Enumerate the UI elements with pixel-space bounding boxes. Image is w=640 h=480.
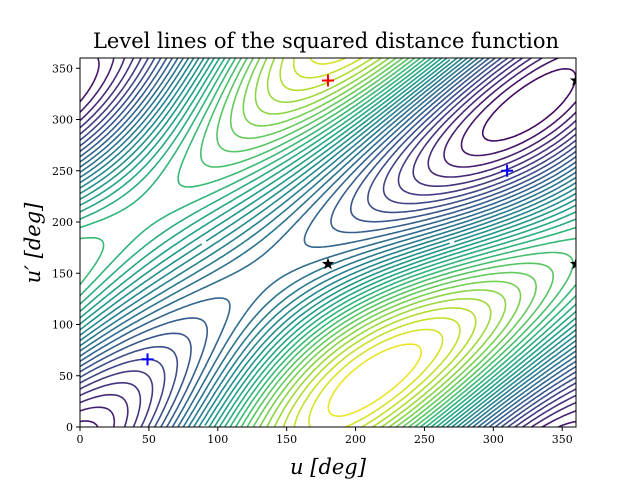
contour-line bbox=[80, 58, 576, 427]
contour-line bbox=[80, 58, 576, 427]
contour-line bbox=[80, 58, 576, 427]
y-tick-label: 150 bbox=[52, 267, 73, 280]
contour-line bbox=[80, 58, 576, 427]
contour-line bbox=[200, 58, 574, 427]
contour-line bbox=[80, 58, 576, 427]
contour-line bbox=[327, 343, 423, 417]
contour-line bbox=[80, 58, 576, 427]
x-tick-label: 300 bbox=[483, 433, 504, 446]
contour-line bbox=[80, 58, 576, 427]
contour-lines bbox=[80, 58, 576, 427]
x-axis-ticks: 0 50 100 150 200 250 300 350 bbox=[77, 427, 573, 446]
y-tick-label: 300 bbox=[52, 114, 73, 127]
y-tick-label: 250 bbox=[52, 165, 73, 178]
y-tick-label: 0 bbox=[66, 421, 73, 434]
contour-line bbox=[80, 58, 576, 427]
contour-line bbox=[242, 58, 522, 427]
plus-marker bbox=[141, 353, 154, 366]
y-tick-label: 200 bbox=[52, 216, 73, 229]
contour-line bbox=[279, 58, 477, 427]
contour-line bbox=[80, 58, 576, 427]
star-marker bbox=[569, 74, 576, 86]
x-tick-label: 200 bbox=[345, 433, 366, 446]
star-marker bbox=[569, 257, 576, 270]
contour-line bbox=[80, 58, 576, 427]
y-tick-label: 100 bbox=[52, 319, 73, 332]
contour-line bbox=[80, 58, 576, 427]
x-tick-label: 100 bbox=[207, 433, 228, 446]
contour-line bbox=[266, 58, 492, 427]
point-markers bbox=[141, 74, 576, 366]
contour-line bbox=[80, 58, 576, 427]
contour-line bbox=[80, 58, 576, 427]
x-tick-label: 50 bbox=[142, 433, 156, 446]
y-axis-ticks: 0 50 100 150 200 250 300 350 bbox=[52, 62, 80, 434]
contour-line bbox=[308, 58, 444, 427]
contour-line bbox=[80, 58, 576, 427]
plus-marker bbox=[322, 74, 334, 87]
x-tick-label: 0 bbox=[77, 433, 84, 446]
contour-line bbox=[80, 58, 576, 427]
contour-line bbox=[80, 58, 576, 427]
plot-frame bbox=[79, 57, 577, 428]
y-axis-label: u′ [deg] bbox=[21, 202, 45, 283]
chart-title: Level lines of the squared distance func… bbox=[93, 29, 559, 53]
contour-line bbox=[80, 58, 576, 427]
star-marker bbox=[321, 257, 335, 270]
contour-line bbox=[481, 68, 576, 142]
contour-line bbox=[80, 58, 576, 427]
contour-line bbox=[80, 58, 576, 427]
x-tick-label: 250 bbox=[414, 433, 435, 446]
contour-line bbox=[80, 58, 576, 427]
x-tick-label: 350 bbox=[552, 433, 573, 446]
contour-line bbox=[292, 58, 461, 427]
y-tick-label: 50 bbox=[59, 370, 73, 383]
contour-line bbox=[80, 58, 576, 427]
plus-marker bbox=[501, 164, 514, 177]
x-axis-label: u [deg] bbox=[290, 455, 367, 479]
contour-line bbox=[216, 58, 554, 427]
y-tick-label: 350 bbox=[52, 62, 73, 75]
x-tick-label: 150 bbox=[276, 433, 297, 446]
